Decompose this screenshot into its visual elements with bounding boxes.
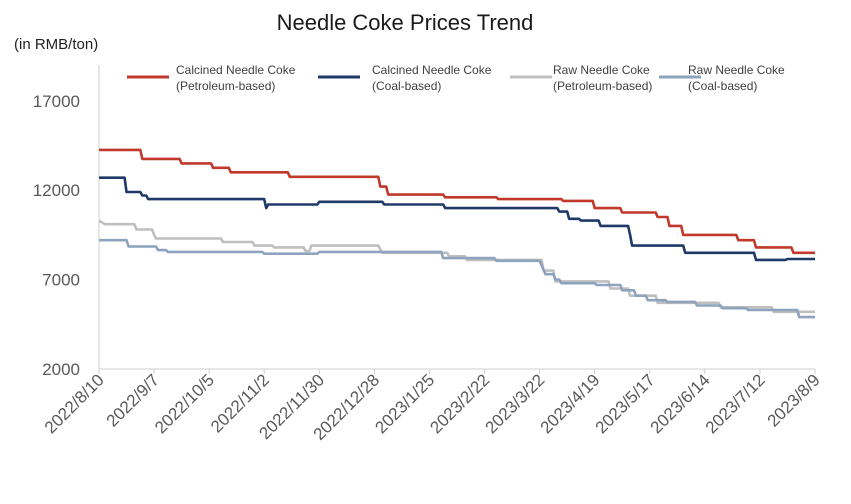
x-tick-label: 2022/10/5	[151, 370, 218, 437]
x-tick-label: 2023/4/19	[537, 370, 604, 437]
y-tick-label: 2000	[42, 360, 80, 379]
x-tick-label: 2023/7/12	[702, 370, 769, 437]
y-tick-label: 7000	[42, 271, 80, 290]
series-lines	[98, 148, 815, 319]
legend-label-2: Calcined Needle Coke	[372, 63, 492, 77]
chart-title: Needle Coke Prices Trend	[277, 10, 534, 35]
series-line-4	[99, 238, 815, 319]
y-tick-label: 17000	[33, 92, 80, 111]
series-line-2	[99, 176, 815, 262]
x-tick-label: 2023/2/22	[426, 370, 493, 437]
x-tick-label: 2023/8/9	[764, 370, 824, 430]
legend-label-1: Calcined Needle Coke	[176, 63, 296, 77]
x-tick-label: 2023/3/22	[482, 370, 549, 437]
legend-label-2: (Coal-based)	[372, 79, 441, 93]
legend-label-3: (Petroleum-based)	[553, 79, 652, 93]
y-axis-ticks: 2000 7000 12000 17000	[33, 92, 80, 379]
x-tick-label: 2023/6/14	[647, 370, 714, 437]
legend-label-4: (Coal-based)	[688, 79, 757, 93]
legend: Calcined Needle Coke (Petroleum-based) Cal…	[127, 63, 785, 93]
y-tick-label: 12000	[33, 181, 80, 200]
series-line-1	[99, 148, 815, 255]
x-tick-label: 2023/5/17	[592, 370, 659, 437]
y-axis-unit-label: (in RMB/ton)	[14, 36, 98, 53]
x-tick-label: 2022/8/10	[41, 370, 108, 437]
legend-label-1: (Petroleum-based)	[176, 79, 275, 93]
legend-label-4: Raw Needle Coke	[688, 63, 785, 77]
x-axis-ticks: 2022/8/102022/9/72022/10/52022/11/22022/…	[41, 369, 824, 444]
x-tick-label: 2023/1/25	[371, 370, 438, 437]
legend-label-3: Raw Needle Coke	[553, 63, 650, 77]
